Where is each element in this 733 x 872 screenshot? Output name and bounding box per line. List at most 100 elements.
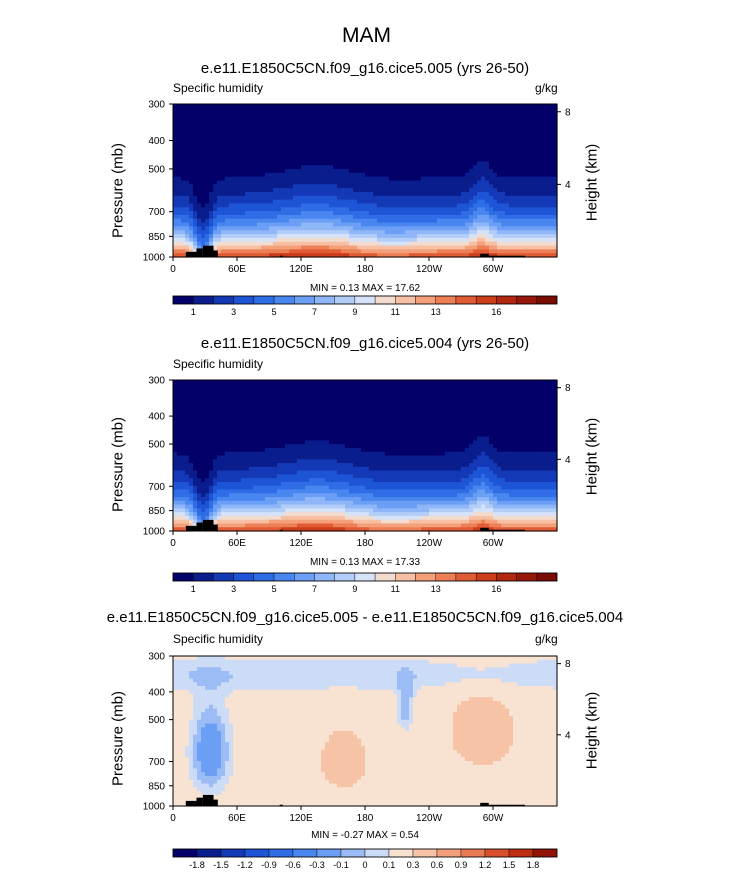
- heatmap-cell: [249, 387, 254, 392]
- heatmap-cell: [377, 146, 382, 151]
- heatmap-cell: [253, 176, 258, 182]
- heatmap-cell: [245, 195, 250, 201]
- heatmap-cell: [201, 176, 206, 182]
- heatmap-cell: [489, 237, 494, 243]
- heatmap-cell: [261, 485, 266, 491]
- heatmap-cell: [257, 107, 262, 113]
- heatmap-cell: [265, 470, 270, 475]
- heatmap-cell: [221, 508, 226, 513]
- heatmap-cell: [337, 142, 342, 147]
- heatmap-cell: [433, 153, 438, 159]
- heatmap-cell: [281, 146, 286, 151]
- heatmap-cell: [173, 523, 178, 528]
- heatmap-cell: [177, 176, 182, 182]
- heatmap-cell: [469, 253, 474, 258]
- heatmap-cell: [217, 512, 222, 517]
- heatmap-cell: [285, 249, 290, 254]
- heatmap-cell: [249, 149, 254, 155]
- y-tick-label: 850: [148, 232, 165, 243]
- heatmap-cell: [301, 104, 306, 109]
- heatmap-cell: [465, 230, 470, 235]
- heatmap-cell: [209, 172, 214, 178]
- heatmap-cell: [489, 249, 494, 254]
- heatmap-cell: [221, 111, 226, 117]
- heatmap-cell: [229, 226, 234, 231]
- heatmap-cell: [541, 172, 546, 178]
- heatmap-cell: [245, 218, 250, 224]
- heatmap-cell: [237, 527, 242, 532]
- heatmap-cell: [545, 104, 550, 109]
- topography-mask: [279, 255, 283, 257]
- heatmap-cell: [173, 172, 178, 178]
- heatmap-cell: [189, 142, 194, 147]
- heatmap-cell: [549, 226, 554, 231]
- heatmap-cell: [185, 451, 190, 457]
- heatmap-cell: [233, 500, 238, 506]
- heatmap-cell: [285, 169, 290, 174]
- heatmap-cell: [209, 222, 214, 227]
- heatmap-cell: [245, 444, 250, 449]
- heatmap-cell: [213, 237, 218, 243]
- heatmap-cell: [173, 417, 178, 423]
- heatmap-cell: [473, 191, 478, 197]
- heatmap-cell: [377, 249, 382, 254]
- heatmap-cell: [477, 153, 482, 159]
- heatmap-cell: [369, 111, 374, 117]
- heatmap-cell: [433, 214, 438, 220]
- heatmap-cell: [537, 157, 542, 162]
- heatmap-cell: [445, 245, 450, 250]
- heatmap-cell: [257, 481, 262, 487]
- heatmap-cell: [253, 481, 258, 487]
- heatmap-cell: [393, 165, 398, 170]
- heatmap-cell: [469, 203, 474, 208]
- heatmap-cell: [397, 226, 402, 231]
- heatmap-cell: [437, 157, 442, 162]
- heatmap-cell: [261, 211, 266, 216]
- heatmap-cell: [389, 138, 394, 143]
- heatmap-cell: [177, 245, 182, 250]
- heatmap-cell: [217, 398, 222, 404]
- heatmap-cell: [229, 444, 234, 449]
- heatmap-cell: [285, 111, 290, 117]
- heatmap-cell: [357, 169, 362, 174]
- heatmap-cell: [505, 195, 510, 201]
- heatmap-cell: [217, 515, 222, 521]
- heatmap-cell: [433, 195, 438, 201]
- heatmap-cell: [181, 402, 186, 408]
- heatmap-cell: [253, 111, 258, 117]
- heatmap-cell: [257, 410, 262, 415]
- heatmap-cell: [553, 157, 558, 162]
- heatmap-cell: [401, 237, 406, 243]
- heatmap-cell: [269, 161, 274, 166]
- heatmap-cell: [209, 142, 214, 147]
- heatmap-cell: [197, 123, 202, 128]
- heatmap-cell: [257, 211, 262, 216]
- heatmap-cell: [385, 176, 390, 182]
- colorbar-label: 3: [231, 307, 236, 317]
- heatmap-cell: [381, 245, 386, 250]
- heatmap-cell: [405, 195, 410, 201]
- heatmap-cell: [193, 115, 198, 120]
- heatmap-cell: [537, 214, 542, 220]
- heatmap-cell: [241, 149, 246, 155]
- heatmap-cell: [301, 218, 306, 224]
- heatmap-cell: [409, 107, 414, 113]
- heatmap-cell: [233, 234, 238, 239]
- heatmap-cell: [457, 165, 462, 170]
- heatmap-cell: [317, 169, 322, 174]
- heatmap-cell: [429, 234, 434, 239]
- heatmap-cell: [417, 172, 422, 178]
- heatmap-cell: [537, 119, 542, 124]
- heatmap-cell: [265, 466, 270, 472]
- heatmap-cell: [209, 161, 214, 166]
- heatmap-cell: [185, 440, 190, 445]
- heatmap-cell: [501, 199, 506, 205]
- heatmap-cell: [269, 226, 274, 231]
- heatmap-cell: [313, 130, 318, 136]
- heatmap-cell: [201, 218, 206, 224]
- heatmap-cell: [341, 104, 346, 109]
- heatmap-cell: [273, 184, 278, 189]
- heatmap-cell: [185, 387, 190, 392]
- heatmap-cell: [505, 157, 510, 162]
- heatmap-cell: [493, 111, 498, 117]
